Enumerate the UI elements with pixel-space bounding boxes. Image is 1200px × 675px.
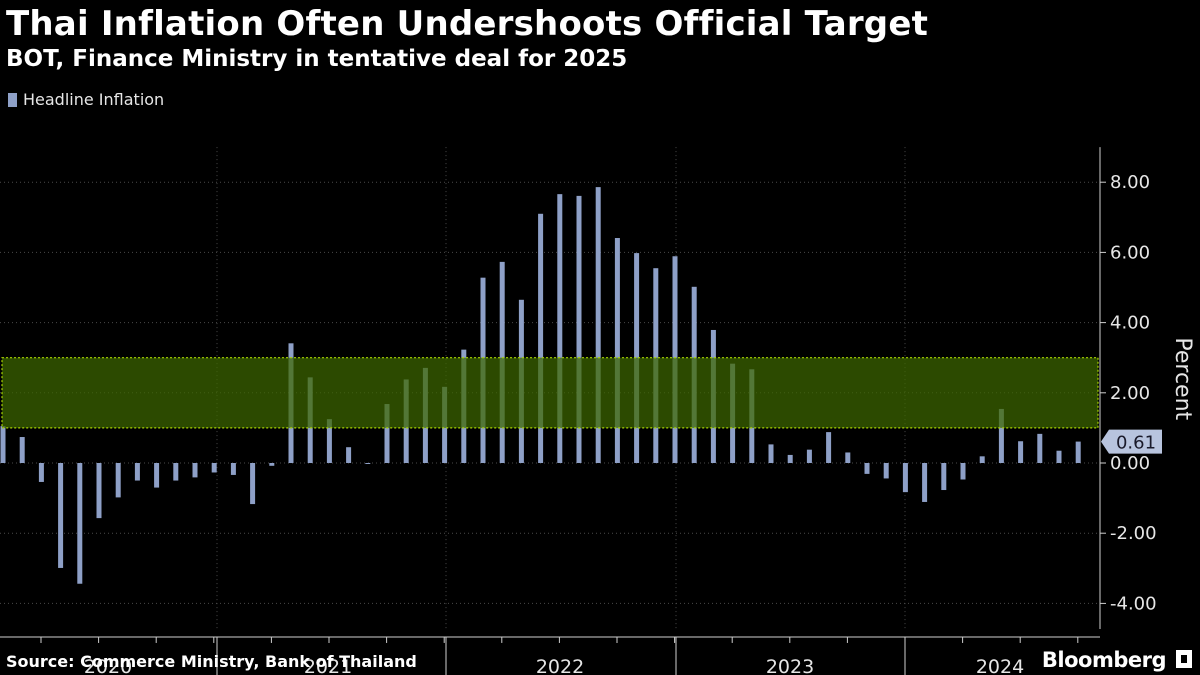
x-year-label: 2023 [766,656,814,675]
legend-label: Headline Inflation [23,90,165,109]
inflation-bar [384,404,390,463]
y-tick-label: 0.00 [1110,453,1150,474]
axis-layer: -4.00 -2.00 0.00 2.00 4.00 6.00 8.00 2020 2021 20… [0,147,1195,675]
chart-subtitle: BOT, Finance Ministry in tentative deal … [6,46,628,72]
inflation-bar [902,463,908,493]
inflation-bar [864,463,870,474]
inflation-bar [960,463,966,480]
inflation-bar [595,187,601,463]
inflation-bar [787,454,793,463]
inflation-bar [192,463,198,478]
inflation-bar [1075,441,1081,463]
inflation-bar [173,463,179,481]
y-tick-label: 4.00 [1110,313,1150,334]
inflation-bar [845,452,851,463]
inflation-bar [979,456,985,463]
x-year-label: 2021 [304,656,352,675]
chart-title: Thai Inflation Often Undershoots Officia… [6,4,929,44]
inflation-bar [557,194,563,463]
inflation-bar [826,432,832,463]
bloomberg-mark-icon [1176,650,1192,668]
legend: Headline Inflation [8,90,164,109]
inflation-bar [346,447,352,463]
y-tick-label: -2.00 [1110,523,1157,544]
inflation-bar [576,195,582,464]
target-band-layer [1,357,1099,429]
inflation-bar [134,463,140,481]
inflation-bar [538,213,544,463]
inflation-bar [38,463,44,482]
inflation-bar [922,463,928,502]
inflation-bar [1018,441,1024,463]
inflation-bar [19,437,25,463]
x-year-label: 2020 [84,656,132,675]
inflation-bar [96,463,102,519]
x-year-label: 2022 [536,656,584,675]
last-value-label: 0.61 [1116,433,1156,454]
inflation-bar [768,444,774,463]
inflation-bar [326,419,332,463]
inflation-bar [806,449,812,463]
inflation-bar [365,463,371,464]
inflation-bar [0,426,6,463]
y-tick-label: -4.00 [1110,593,1157,614]
last-value-flag [1101,429,1162,454]
inflation-bar [1037,433,1043,463]
y-tick-label: 6.00 [1110,242,1150,263]
source-note: Source: Commerce Ministry, Bank of Thail… [6,652,417,671]
legend-swatch [8,92,17,107]
y-tick-label: 2.00 [1110,383,1150,404]
inflation-bar [614,238,620,463]
inflation-bar [998,408,1004,463]
inflation-bar [250,463,256,505]
bloomberg-logo: Bloomberg [1041,648,1167,672]
y-tick-label: 8.00 [1110,172,1150,193]
inflation-bar [211,463,217,473]
target-band [1,357,1099,429]
y-axis-title: Percent [1170,337,1195,420]
inflation-bar [58,463,64,568]
inflation-bar [883,463,889,479]
inflation-bar [1056,450,1062,463]
inflation-bar [154,463,160,488]
inflation-bar [77,463,83,584]
inflation-bar [269,463,275,466]
inflation-bar [941,463,947,491]
x-year-label: 2024 [976,656,1024,675]
inflation-bar [115,463,121,498]
inflation-bar [230,463,236,475]
